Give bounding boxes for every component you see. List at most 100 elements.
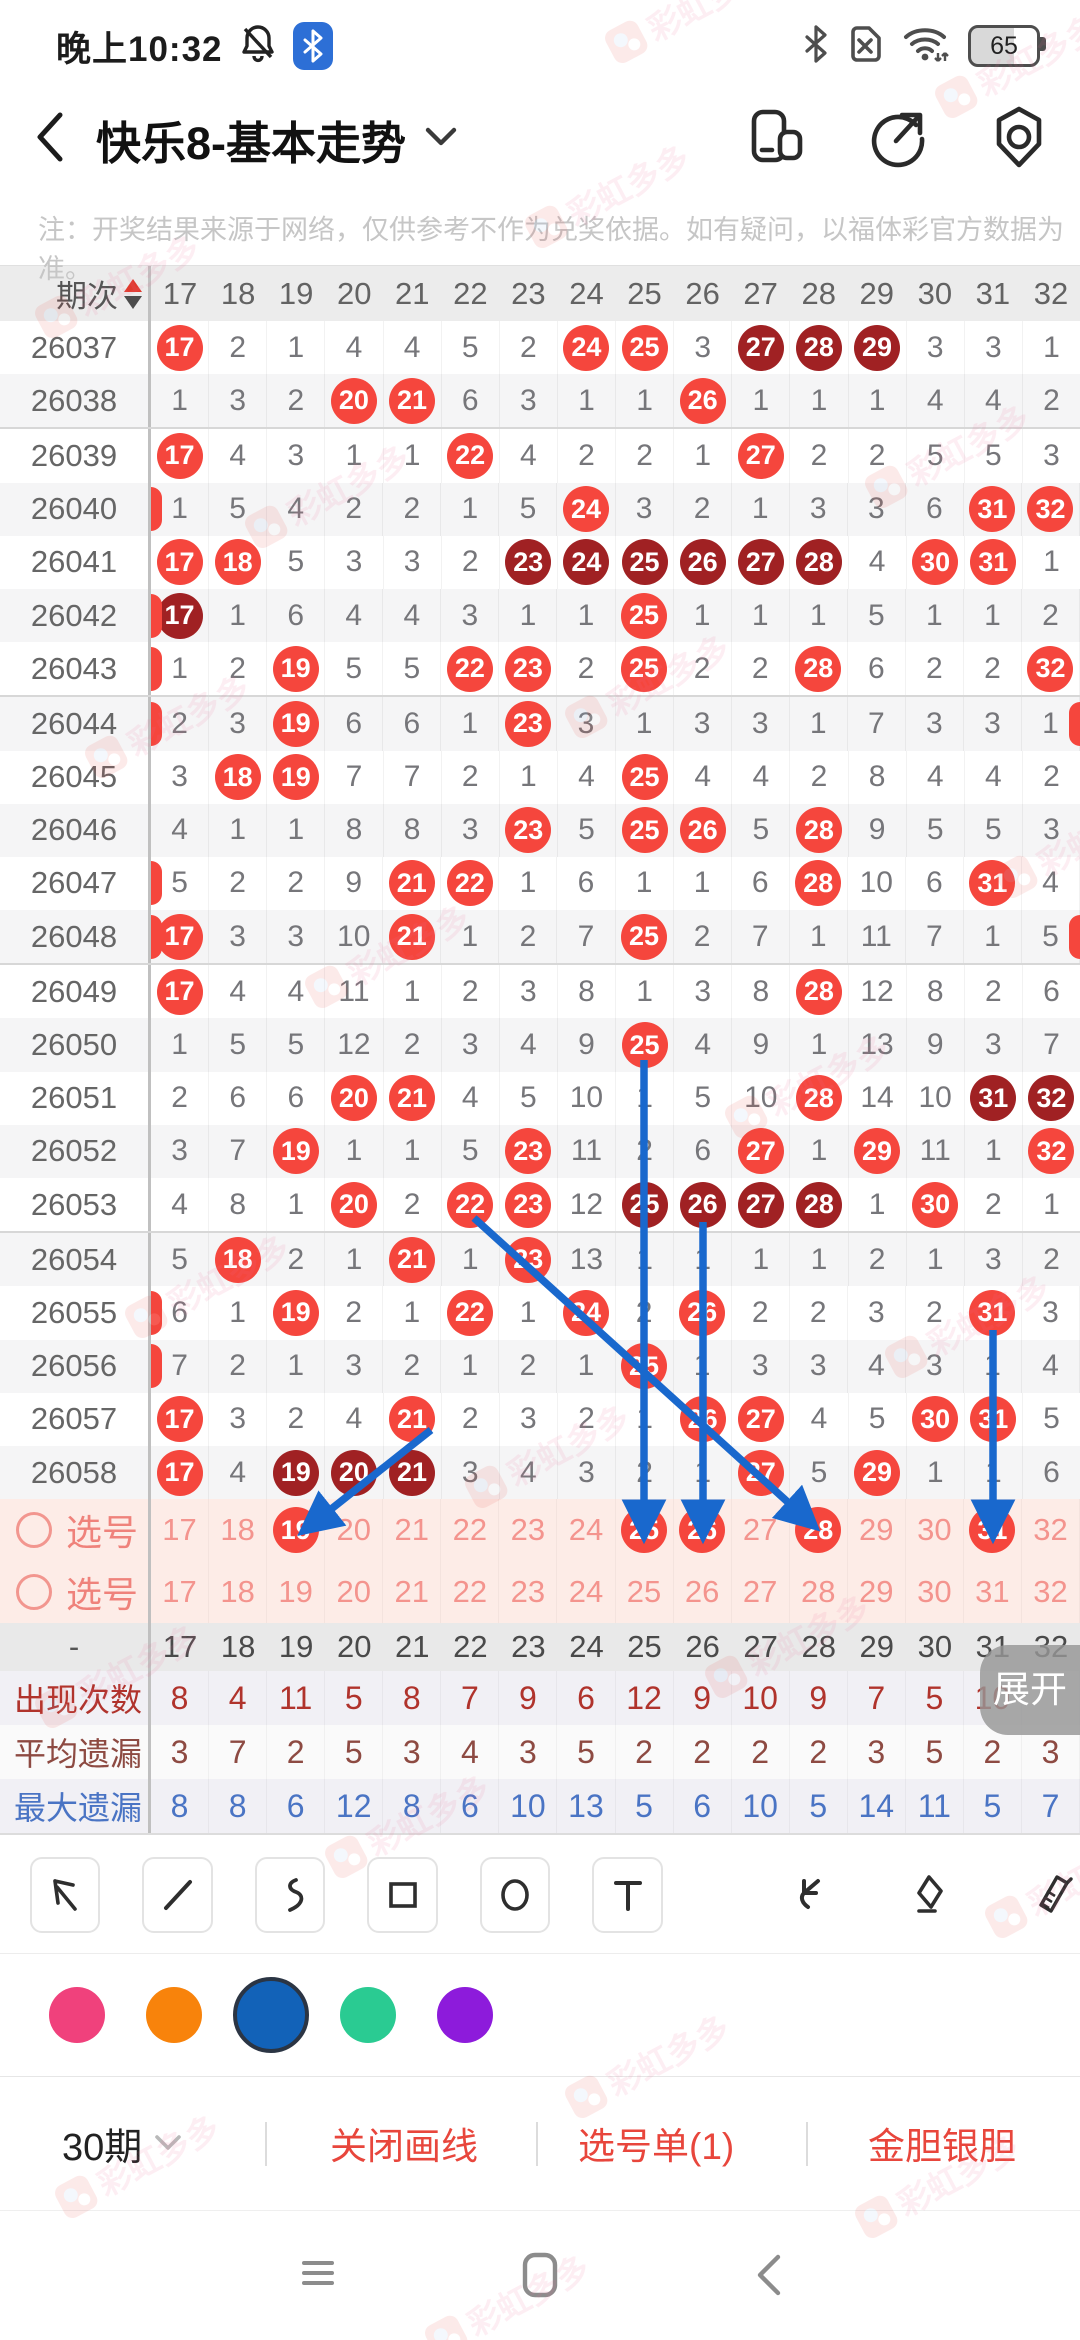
pick-number-cell[interactable]: 32	[1022, 1561, 1080, 1623]
undo-button[interactable]	[779, 1863, 838, 1927]
pick-list-button[interactable]: 选号单(1)	[578, 2126, 735, 2167]
period-cell: 26041	[30, 544, 118, 580]
color-swatch[interactable]	[146, 1987, 202, 2043]
color-swatch[interactable]	[49, 1987, 105, 2043]
drawn-number-ball: 31	[969, 486, 1016, 533]
floating-window-button[interactable]	[746, 104, 808, 175]
drawn-number-ball: 22	[446, 645, 493, 692]
number-cell: 18	[209, 1233, 268, 1287]
stat-value-cell: 5	[557, 1725, 616, 1780]
number-cell: 28	[790, 803, 849, 857]
pick-number-cell[interactable]: 26	[674, 1499, 732, 1561]
number-cell: 1	[267, 1339, 326, 1393]
number-cell: 9	[732, 1018, 791, 1072]
pick-number-cell[interactable]: 17	[151, 1561, 209, 1623]
period-cell: 26055	[30, 1294, 118, 1330]
eraser-button[interactable]	[900, 1863, 959, 1927]
number-cell: 21	[383, 856, 442, 911]
pick-number-cell[interactable]: 26	[674, 1561, 732, 1623]
title-dropdown[interactable]	[424, 126, 458, 153]
drawn-number-repeat-ball: 32	[1028, 1075, 1075, 1122]
divider	[806, 2122, 808, 2166]
pick-number-cell[interactable]: 22	[441, 1561, 499, 1623]
stat-value-cell: 5	[790, 1779, 848, 1834]
pick-number-cell[interactable]: 24	[557, 1561, 615, 1623]
table-row: 26038 1 3 2 20 21 6 3 1 1 26 1 1 1 4 4 2	[0, 374, 1080, 428]
back-nav-button[interactable]	[752, 2251, 786, 2304]
pick-number-cell[interactable]: 28	[790, 1499, 848, 1561]
pointer-arrow-tool[interactable]	[30, 1857, 101, 1933]
repeat-header-label: -	[68, 1629, 80, 1665]
expand-button[interactable]: 展开	[980, 1645, 1080, 1735]
pick-number-cell[interactable]: 28	[790, 1561, 848, 1623]
stat-value-cell: 10	[499, 1779, 558, 1834]
gold-silver-dan-button[interactable]: 金胆银胆	[868, 2126, 1016, 2167]
pick-number-cell[interactable]: 22	[441, 1499, 499, 1561]
pick-number-cell[interactable]: 20	[325, 1499, 383, 1561]
brush-button[interactable]	[1021, 1863, 1080, 1927]
drawn-number-repeat-ball: 17	[156, 592, 203, 639]
close-drawing-button[interactable]: 关闭画线	[330, 2126, 478, 2167]
color-swatch-selected[interactable]	[233, 1977, 309, 2053]
nav-bar	[0, 2210, 1080, 2340]
number-cell: 24	[558, 535, 616, 589]
drawn-number-ball: 25	[621, 1022, 668, 1069]
rectangle-tool[interactable]	[367, 1857, 438, 1933]
drawn-number-repeat-ball: 24	[563, 539, 610, 586]
line-tool[interactable]	[142, 1857, 213, 1933]
pick-number-cell[interactable]: 25	[616, 1499, 674, 1561]
pick-number-cell[interactable]: 31	[964, 1561, 1022, 1623]
pick-number-cell[interactable]: 23	[499, 1561, 557, 1623]
period-count-selector[interactable]: 30期	[62, 2076, 182, 2210]
pick-number-cell[interactable]: 21	[383, 1499, 441, 1561]
settings-button[interactable]	[988, 104, 1050, 175]
pick-number-cell[interactable]: 27	[732, 1499, 790, 1561]
pick-number-cell[interactable]: 19	[267, 1499, 325, 1561]
recents-button[interactable]	[296, 2251, 340, 2300]
number-cell: 24	[557, 482, 616, 536]
pick-number-cell[interactable]: 18	[209, 1499, 267, 1561]
drawn-number-ball: 25	[621, 913, 668, 960]
pick-number-cell[interactable]: 31	[964, 1499, 1022, 1561]
curve-tool[interactable]	[254, 1857, 326, 1933]
pick-number-cell[interactable]: 23	[499, 1499, 557, 1561]
pick-number-cell[interactable]: 19	[267, 1561, 325, 1623]
pick-number-cell[interactable]: 30	[906, 1499, 964, 1561]
number-cell: 3	[209, 1392, 268, 1446]
column-divider	[148, 856, 151, 911]
pick-number-cell[interactable]: 20	[325, 1561, 383, 1623]
pick-number-cell[interactable]: 30	[906, 1561, 964, 1623]
number-cell: 2	[267, 1392, 326, 1446]
home-button[interactable]	[518, 2251, 562, 2304]
column-divider	[148, 1339, 151, 1393]
pick-number-cell[interactable]: 21	[383, 1561, 441, 1623]
number-cell: 2	[674, 910, 732, 964]
pick-circle-icon[interactable]	[16, 1574, 52, 1611]
pick-number-cell[interactable]: 25	[616, 1561, 674, 1623]
number-cell: 5	[209, 1018, 268, 1072]
number-cell: 1	[616, 374, 675, 428]
sort-toggle-icon[interactable]	[124, 278, 142, 309]
share-button[interactable]	[866, 105, 930, 174]
drawn-number-ball: 21	[389, 1396, 436, 1443]
pick-number-cell[interactable]: 29	[848, 1499, 906, 1561]
pick-number-cell[interactable]: 17	[151, 1499, 209, 1561]
pick-number-cell[interactable]: 29	[848, 1561, 906, 1623]
back-button[interactable]	[30, 109, 70, 170]
color-swatch[interactable]	[437, 1987, 493, 2043]
pick-number-cell[interactable]: 27	[732, 1561, 790, 1623]
number-cell: 8	[325, 803, 384, 857]
pick-circle-icon[interactable]	[16, 1512, 52, 1549]
number-cell: 32	[1022, 642, 1080, 696]
circle-tool[interactable]	[479, 1857, 551, 1933]
number-cell: 6	[732, 856, 790, 911]
text-tool[interactable]	[592, 1857, 663, 1933]
color-swatch[interactable]	[340, 1987, 396, 2043]
drawn-number-ball: 27	[737, 1396, 784, 1443]
number-cell: 1	[441, 1339, 500, 1393]
number-cell: 1	[616, 965, 675, 1019]
pick-number-cell[interactable]: 18	[209, 1561, 267, 1623]
pick-number-cell[interactable]: 24	[557, 1499, 615, 1561]
pick-number-cell[interactable]: 32	[1022, 1499, 1080, 1561]
number-cell: 24	[558, 321, 616, 375]
